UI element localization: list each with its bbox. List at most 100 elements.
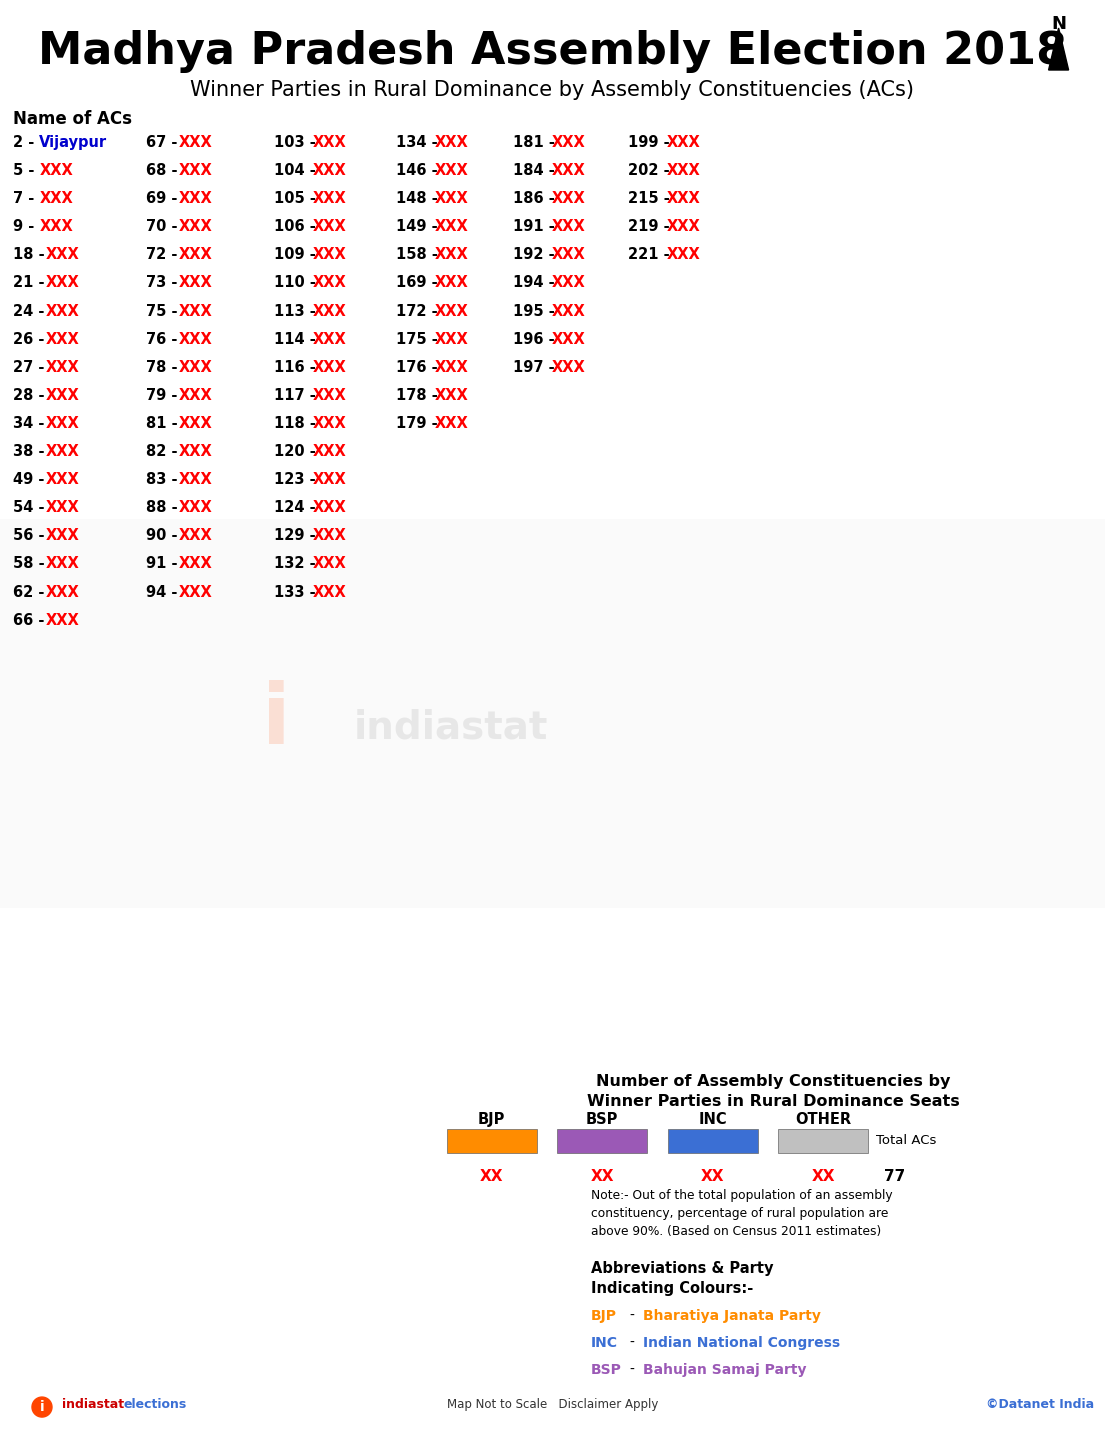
Text: 114 -: 114 -	[274, 331, 320, 347]
Text: 83 -: 83 -	[146, 473, 182, 487]
Bar	[557, 1128, 648, 1153]
Text: 197 -: 197 -	[513, 360, 559, 375]
Text: 186 -: 186 -	[513, 192, 559, 206]
Bar	[778, 1128, 869, 1153]
Text: 79 -: 79 -	[146, 388, 182, 403]
Text: XXX: XXX	[666, 192, 701, 206]
Text: XXX: XXX	[434, 416, 469, 431]
Text: XXX: XXX	[178, 556, 212, 572]
Text: XXX: XXX	[313, 135, 347, 150]
Text: 179 -: 179 -	[396, 416, 442, 431]
Text: XXX: XXX	[178, 529, 212, 543]
Text: INC: INC	[591, 1336, 618, 1350]
Text: 176 -: 176 -	[396, 360, 442, 375]
Bar	[0, 519, 1105, 908]
Text: 158 -: 158 -	[396, 248, 443, 262]
Text: XXX: XXX	[178, 219, 212, 235]
Text: -: -	[629, 1308, 634, 1323]
Text: 77: 77	[884, 1169, 905, 1183]
Text: XXX: XXX	[178, 248, 212, 262]
Text: XXX: XXX	[434, 219, 469, 235]
Text: 196 -: 196 -	[513, 331, 559, 347]
Text: N: N	[1051, 14, 1066, 33]
Text: 105 -: 105 -	[274, 192, 322, 206]
Text: 49 -: 49 -	[13, 473, 50, 487]
Text: Name of ACs: Name of ACs	[13, 110, 133, 128]
Text: XXX: XXX	[40, 163, 73, 179]
Text: 192 -: 192 -	[513, 248, 559, 262]
Text: XX: XX	[701, 1169, 725, 1183]
Text: 124 -: 124 -	[274, 500, 320, 516]
Text: 199 -: 199 -	[628, 135, 674, 150]
Text: 70 -: 70 -	[146, 219, 182, 235]
Text: XXX: XXX	[434, 135, 469, 150]
Text: Winner Parties in Rural Dominance Seats: Winner Parties in Rural Dominance Seats	[587, 1094, 960, 1108]
Text: 62 -: 62 -	[13, 585, 50, 599]
Text: 113 -: 113 -	[274, 304, 320, 318]
Text: Indian National Congress: Indian National Congress	[643, 1336, 840, 1350]
Text: 215 -: 215 -	[628, 192, 674, 206]
Text: XX: XX	[480, 1169, 504, 1183]
Text: 181 -: 181 -	[513, 135, 560, 150]
Text: XXX: XXX	[45, 275, 80, 291]
Text: 148 -: 148 -	[396, 192, 442, 206]
Text: 134 -: 134 -	[396, 135, 442, 150]
Text: XXX: XXX	[551, 135, 586, 150]
Text: Madhya Pradesh Assembly Election 2018: Madhya Pradesh Assembly Election 2018	[38, 30, 1067, 73]
Text: 178 -: 178 -	[396, 388, 442, 403]
Polygon shape	[1049, 27, 1069, 71]
Text: 110 -: 110 -	[274, 275, 322, 291]
Text: 146 -: 146 -	[396, 163, 442, 179]
Text: XXX: XXX	[45, 248, 80, 262]
Text: 195 -: 195 -	[513, 304, 559, 318]
Text: XXX: XXX	[434, 360, 469, 375]
Text: 81 -: 81 -	[146, 416, 182, 431]
Text: XXX: XXX	[45, 612, 80, 628]
Text: 116 -: 116 -	[274, 360, 320, 375]
Text: XXX: XXX	[551, 219, 586, 235]
Text: 18 -: 18 -	[13, 248, 50, 262]
Text: BJP: BJP	[478, 1111, 505, 1127]
Text: 27 -: 27 -	[13, 360, 50, 375]
Text: XXX: XXX	[45, 529, 80, 543]
Text: XXX: XXX	[178, 163, 212, 179]
Text: XXX: XXX	[45, 331, 80, 347]
Text: BSP: BSP	[586, 1111, 619, 1127]
Text: OTHER: OTHER	[796, 1111, 851, 1127]
Text: XXX: XXX	[313, 388, 347, 403]
Text: 172 -: 172 -	[396, 304, 442, 318]
Text: XXX: XXX	[178, 304, 212, 318]
Text: XXX: XXX	[434, 331, 469, 347]
Text: 72 -: 72 -	[146, 248, 182, 262]
Bar	[446, 1128, 537, 1153]
Text: XXX: XXX	[178, 473, 212, 487]
Text: XXX: XXX	[45, 304, 80, 318]
Text: XXX: XXX	[178, 135, 212, 150]
Text: BJP: BJP	[591, 1308, 618, 1323]
Text: XXX: XXX	[551, 304, 586, 318]
Text: 24 -: 24 -	[13, 304, 50, 318]
Text: Number of Assembly Constituencies by: Number of Assembly Constituencies by	[597, 1074, 950, 1088]
Text: 2 -: 2 -	[13, 135, 40, 150]
Text: XXX: XXX	[45, 585, 80, 599]
Text: XXX: XXX	[551, 248, 586, 262]
Text: XXX: XXX	[178, 585, 212, 599]
Text: XXX: XXX	[666, 163, 701, 179]
Text: 38 -: 38 -	[13, 444, 50, 460]
Text: XXX: XXX	[178, 275, 212, 291]
Text: 54 -: 54 -	[13, 500, 50, 516]
Text: Bharatiya Janata Party: Bharatiya Janata Party	[643, 1308, 821, 1323]
Text: 26 -: 26 -	[13, 331, 50, 347]
Text: 194 -: 194 -	[513, 275, 559, 291]
Text: Winner Parties in Rural Dominance by Assembly Constituencies (ACs): Winner Parties in Rural Dominance by Ass…	[190, 81, 915, 99]
Text: Note:- Out of the total population of an assembly
constituency, percentage of ru: Note:- Out of the total population of an…	[591, 1189, 893, 1238]
Text: XXX: XXX	[313, 416, 347, 431]
Text: XXX: XXX	[313, 275, 347, 291]
Text: indiastat: indiastat	[354, 709, 548, 746]
Text: XXX: XXX	[40, 219, 73, 235]
Text: XXX: XXX	[313, 529, 347, 543]
Text: 133 -: 133 -	[274, 585, 320, 599]
Text: ©Datanet India: ©Datanet India	[986, 1398, 1094, 1411]
Text: XXX: XXX	[178, 500, 212, 516]
Text: 67 -: 67 -	[146, 135, 182, 150]
